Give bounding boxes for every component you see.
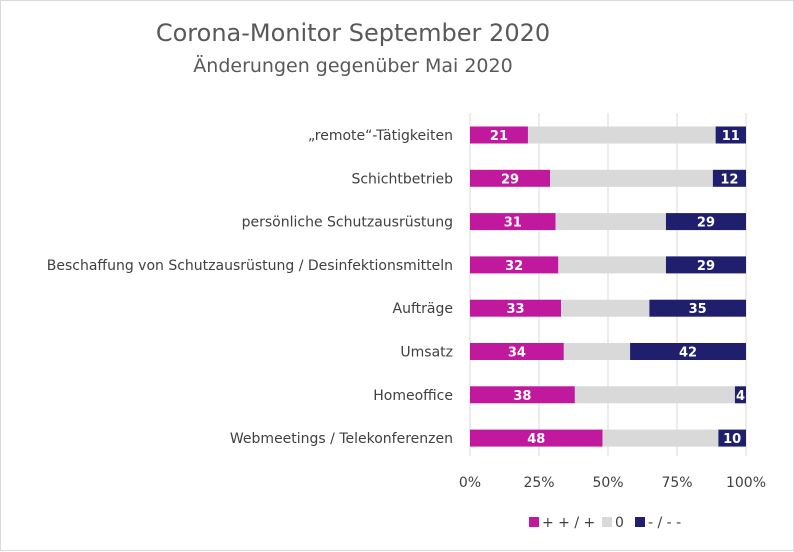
data-label: 21: [490, 129, 508, 144]
bar-segment: [555, 213, 666, 231]
bar-segment: [470, 126, 528, 144]
gridlines: [469, 113, 747, 456]
bar-segment: [712, 169, 746, 187]
category-label: Beschaffung von Schutzausrüstung / Desin…: [47, 258, 453, 274]
category-labels: „remote“-Tätigkeiten Schichtbetrieb persön…: [47, 128, 453, 447]
x-tick-label: 25%: [523, 475, 554, 491]
bar-segment: [527, 126, 716, 144]
legend-label: 0: [615, 515, 624, 531]
bar-segment: [715, 126, 746, 144]
data-label: 11: [722, 129, 740, 144]
data-label: 29: [501, 172, 519, 187]
bar-segment: [574, 386, 735, 404]
chart-title: Corona-Monitor September 2020: [156, 19, 550, 47]
bar-segment: [649, 299, 746, 317]
bar-segment: [665, 256, 746, 274]
legend: + + / + 0 - / - -: [529, 515, 681, 531]
bar-segment: [734, 386, 746, 404]
category-label: „remote“-Tätigkeiten: [308, 128, 453, 144]
legend-swatch: [602, 517, 612, 527]
data-label: 31: [504, 216, 522, 231]
bar-segment: [470, 386, 575, 404]
data-label: 12: [720, 172, 738, 187]
bar-segment: [470, 256, 559, 274]
x-tick-label: 0%: [459, 475, 481, 491]
x-tick-label: 50%: [592, 475, 623, 491]
bar-segment: [602, 429, 719, 447]
legend-swatch: [635, 517, 645, 527]
data-label: 4: [736, 389, 745, 404]
data-label: 35: [689, 302, 707, 317]
category-label: Homeoffice: [373, 388, 453, 404]
data-label: 33: [506, 302, 524, 317]
bar-segment: [470, 169, 551, 187]
data-label: 48: [527, 432, 545, 447]
category-label: Aufträge: [393, 301, 453, 317]
bars: 21 11 29 12 31 29 32 29 33 35 34 42 38 4 48 10: [470, 126, 746, 447]
data-label: 29: [697, 259, 715, 274]
bar-segment: [470, 429, 603, 447]
category-label: Webmeetings / Telekonferenzen: [230, 431, 453, 447]
bar-segment: [558, 256, 666, 274]
category-label: persönliche Schutzausrüstung: [242, 215, 453, 231]
x-axis-tick-labels: 0% 25% 50% 75% 100%: [459, 475, 766, 491]
x-tick-label: 75%: [661, 475, 692, 491]
data-label: 34: [508, 346, 526, 361]
bar-segment: [630, 343, 746, 360]
category-label: Umsatz: [400, 345, 453, 361]
bar-segment: [561, 299, 650, 317]
data-label: 32: [505, 259, 523, 274]
legend-swatch: [529, 517, 539, 527]
legend-label: - / - -: [648, 515, 681, 531]
legend-label: + + / +: [542, 515, 595, 531]
bar-segment: [470, 343, 564, 360]
bar-segment: [550, 169, 713, 187]
bar-segment: [563, 343, 631, 360]
chart-subtitle: Änderungen gegenüber Mai 2020: [193, 54, 512, 77]
data-label: 38: [513, 389, 531, 404]
bar-segment: [718, 429, 746, 447]
bar-segment: [470, 299, 562, 317]
x-tick-label: 100%: [726, 475, 766, 491]
bar-segment: [470, 213, 556, 231]
data-label: 29: [697, 216, 715, 231]
category-label: Schichtbetrieb: [351, 171, 453, 187]
data-label: 42: [679, 346, 697, 361]
bar-segment: [665, 213, 746, 231]
data-label: 10: [723, 432, 741, 447]
